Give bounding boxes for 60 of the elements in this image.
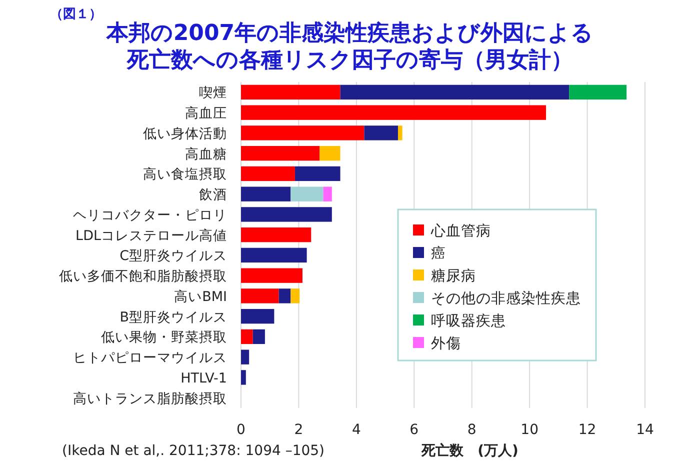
y-tick-label: 高いトランス脂肪酸摂取 — [73, 390, 227, 407]
bar — [241, 329, 253, 344]
x-tick-label: 2 — [294, 422, 304, 438]
y-tick-label: 低い多価不飽和脂肪酸摂取 — [59, 268, 227, 285]
bar — [241, 146, 320, 161]
y-tick-label: 高いBMI — [174, 288, 227, 305]
y-tick-label: HTLV-1 — [180, 370, 227, 386]
x-tick-label: 14 — [636, 422, 654, 438]
legend-label: 心血管病 — [430, 222, 491, 240]
bar — [252, 329, 265, 344]
y-tick-label: C型肝炎ウイルス — [120, 248, 227, 264]
bar — [294, 166, 340, 182]
bar — [323, 186, 332, 202]
legend-label: 糖尿病 — [431, 268, 476, 284]
bar — [278, 288, 291, 304]
text: (Ikeda N et al,. 2011;378: 1094 –105) — [62, 443, 325, 459]
bar — [241, 166, 295, 182]
x-tick-label: 12 — [578, 422, 596, 438]
bar — [241, 350, 250, 364]
bar — [398, 126, 402, 140]
legend-label: 呼吸器疾患 — [431, 312, 506, 330]
bar — [290, 186, 324, 202]
bar — [241, 248, 307, 263]
y-tick-label: 低い身体活動 — [143, 126, 227, 142]
bar — [319, 146, 340, 161]
bar — [340, 84, 570, 100]
bar — [241, 84, 340, 100]
legend-label: その他の非感染性疾患 — [431, 290, 581, 307]
legend-label: 外傷 — [431, 335, 461, 352]
bar — [241, 268, 302, 283]
bar — [569, 84, 627, 100]
y-tick-label: ヘリコバクター・ピロリ — [73, 207, 227, 224]
y-tick-label: B型肝炎ウイルス — [120, 309, 227, 326]
y-tick-label: 飲酒 — [199, 187, 227, 204]
bar — [241, 227, 312, 242]
bar — [241, 126, 364, 140]
x-tick-label: 6 — [410, 422, 419, 438]
x-tick-label: 4 — [352, 422, 361, 438]
y-tick-label: 喫煙 — [199, 85, 227, 102]
y-tick-label: 高い食塩摂取 — [143, 166, 227, 183]
x-tick-label: 10 — [520, 422, 538, 438]
y-tick-label: ヒトパピローマウイルス — [73, 350, 227, 366]
y-tick-label: 高血糖 — [185, 146, 227, 162]
y-tick-label: 低い果物・野菜摂取 — [101, 330, 227, 346]
text: （図１） — [50, 7, 102, 22]
x-tick-label: 8 — [467, 422, 476, 438]
bar — [241, 186, 291, 202]
bar — [241, 308, 274, 324]
legend-label: 癌 — [431, 245, 446, 262]
y-tick-label: LDLコレステロール高値 — [76, 228, 227, 244]
bar — [241, 207, 332, 222]
bar — [290, 288, 300, 304]
x-tick-label: 0 — [236, 422, 246, 438]
y-tick-label: 高血圧 — [185, 106, 227, 122]
chart-title: 本邦の2007年の非感染性疾患および外因による死亡数への各種リスク因子の寄与（男女計） — [105, 20, 594, 73]
bar — [241, 288, 279, 304]
bar — [241, 105, 546, 120]
bar — [241, 370, 246, 385]
x-axis-title: 死亡数 (万人) — [420, 442, 518, 459]
bar — [364, 126, 398, 140]
